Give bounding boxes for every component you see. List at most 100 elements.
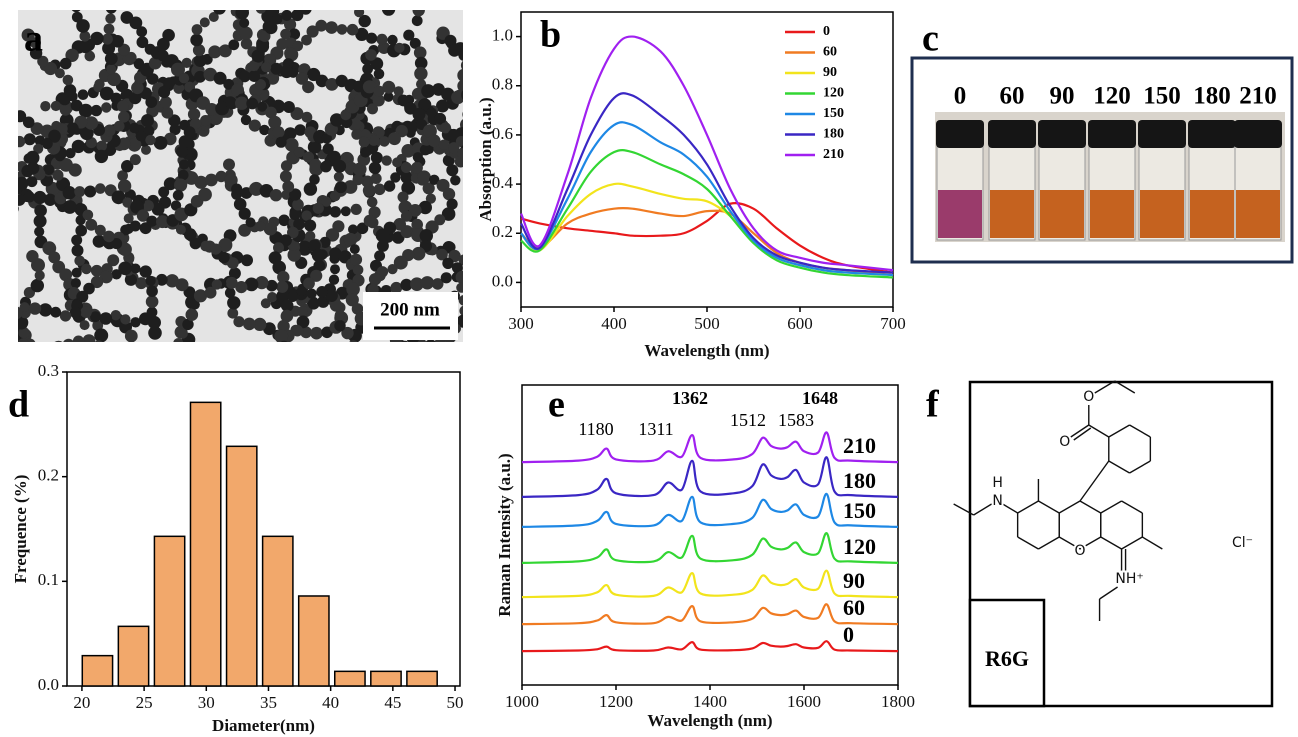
particle (296, 286, 307, 296)
particle (360, 147, 371, 158)
y-tick-label: 0.1 (38, 570, 59, 589)
particle (401, 144, 416, 158)
particle (425, 339, 436, 342)
particle (368, 161, 382, 175)
particle (355, 27, 369, 41)
particle (224, 287, 236, 299)
particle (272, 126, 285, 139)
particle (334, 181, 347, 194)
particle (213, 10, 226, 15)
particle (191, 24, 203, 35)
particle (259, 124, 270, 136)
particle (62, 74, 74, 86)
particle (429, 174, 440, 185)
particle (54, 340, 63, 342)
particle (321, 133, 333, 144)
particle (163, 77, 175, 89)
series-line (521, 492, 899, 528)
particle (111, 269, 122, 280)
particle (136, 26, 148, 38)
bond (1070, 424, 1090, 438)
particle (30, 122, 44, 135)
particle (277, 270, 290, 284)
particle (352, 264, 364, 276)
particle (143, 125, 155, 137)
panel-label: f (926, 384, 940, 426)
particle (280, 64, 294, 79)
particle (71, 234, 83, 246)
particle (56, 123, 68, 135)
series-line (521, 532, 899, 564)
particle (390, 281, 403, 294)
particle (139, 265, 152, 278)
particle (259, 184, 274, 198)
particle (302, 151, 315, 163)
particle (117, 170, 128, 182)
y-tick-label: 0.8 (492, 75, 513, 94)
particle (400, 210, 413, 222)
particle (287, 226, 299, 239)
particle (261, 62, 272, 73)
x-tick-label: 1600 (787, 692, 821, 711)
particle (419, 229, 433, 243)
particle (306, 25, 319, 38)
particle (248, 70, 261, 82)
particle (373, 68, 385, 80)
particle (294, 124, 307, 136)
particle (235, 10, 249, 20)
series-label: 180 (843, 468, 876, 493)
particle (267, 292, 278, 303)
particle (102, 41, 116, 55)
particle (329, 299, 343, 312)
particle (94, 224, 106, 236)
particle (225, 97, 237, 110)
particle (117, 137, 131, 151)
particle (106, 64, 117, 75)
x-tick-label: 1000 (505, 692, 539, 711)
particle (84, 50, 96, 62)
particle (387, 34, 398, 46)
particle (325, 228, 340, 242)
particle (393, 86, 404, 97)
series-line (520, 121, 894, 277)
particle (401, 340, 409, 342)
particle (79, 320, 90, 331)
particle (293, 218, 305, 231)
particle (130, 317, 141, 328)
particle (21, 28, 35, 42)
particle (211, 279, 223, 290)
particle (315, 19, 328, 32)
particle (26, 250, 39, 263)
particle (446, 198, 458, 210)
particle (178, 135, 192, 149)
bar (261, 535, 294, 687)
particle (280, 340, 288, 342)
particle (92, 320, 104, 331)
particle (111, 190, 126, 205)
particle (390, 172, 401, 183)
particle (438, 139, 450, 150)
particle (289, 209, 301, 221)
bar (117, 625, 150, 687)
particle (329, 190, 341, 202)
vial-liquid (1040, 190, 1084, 238)
particle (329, 206, 341, 218)
particle (120, 314, 131, 325)
particle (26, 161, 40, 175)
bond (1073, 427, 1092, 441)
particle (282, 180, 295, 193)
particle (457, 79, 463, 93)
particle (401, 181, 416, 195)
series-line (521, 640, 899, 653)
particle (59, 268, 73, 282)
bond (1038, 500, 1060, 514)
particle (208, 45, 222, 59)
particle (239, 26, 253, 40)
vial-label: 180 (1193, 83, 1231, 110)
particle (118, 261, 132, 276)
particle (345, 293, 359, 307)
particle (280, 28, 291, 40)
particle (218, 251, 230, 264)
peak-label: 1583 (778, 410, 814, 430)
particle (282, 101, 295, 113)
